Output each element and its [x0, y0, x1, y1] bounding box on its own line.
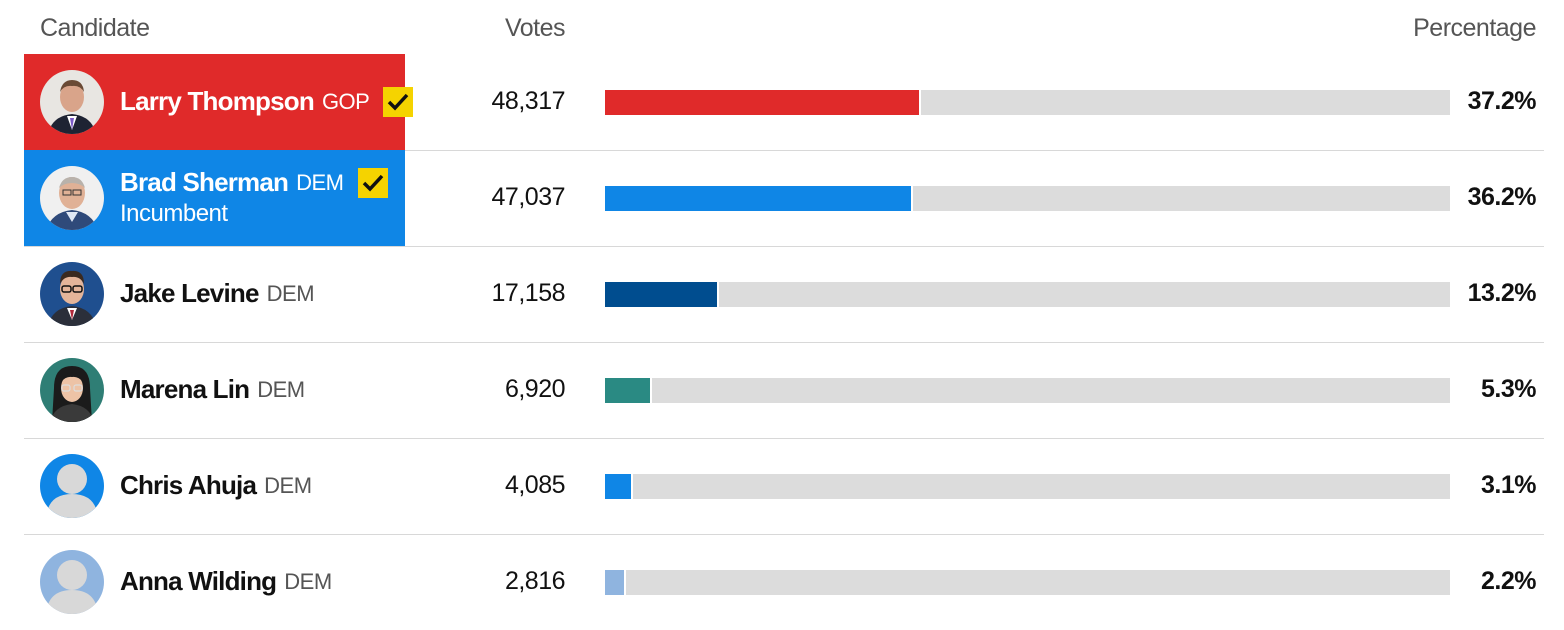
winner-check-icon [357, 167, 388, 198]
vote-share-bar [605, 474, 1450, 499]
placeholder-person-icon [40, 454, 104, 518]
candidate-photo-icon [40, 262, 104, 326]
vote-count: 6,920 [504, 375, 566, 403]
party-label: DEM [266, 280, 315, 306]
party-label: DEM [264, 472, 312, 498]
candidate-row: Brad Sherman DEM Incumbent 47,037 36.2% [24, 150, 1544, 247]
votes-column-header: Votes [504, 14, 566, 42]
candidate-name: Larry Thompson [120, 86, 315, 116]
vote-share-fill [605, 570, 626, 595]
vote-count: 4,085 [504, 471, 566, 499]
candidate-name: Jake Levine [120, 278, 259, 308]
incumbent-label: Incumbent [120, 200, 228, 227]
candidate-column-header: Candidate [40, 14, 150, 42]
candidate-name-cell: Marena Lin DEM [24, 342, 405, 438]
table-header: Candidate Votes Percentage [0, 0, 1564, 54]
candidate-row: Jake Levine DEM 17,158 13.2% [24, 246, 1544, 343]
candidate-name: Brad Sherman [120, 167, 289, 197]
candidate-photo-icon [40, 358, 104, 422]
vote-percentage: 3.1% [1481, 471, 1536, 499]
winner-check-icon [383, 86, 414, 117]
vote-share-bar [605, 90, 1450, 115]
candidate-photo-icon [40, 166, 104, 230]
vote-percentage: 13.2% [1467, 279, 1537, 307]
party-label: DEM [257, 376, 305, 402]
party-label: GOP [321, 88, 370, 114]
candidate-name: Marena Lin [120, 374, 250, 404]
vote-percentage: 2.2% [1481, 567, 1536, 595]
vote-share-fill [605, 378, 652, 403]
vote-count: 2,816 [504, 567, 566, 595]
candidate-row: Chris Ahuja DEM 4,085 3.1% [24, 438, 1544, 535]
vote-percentage: 5.3% [1481, 375, 1536, 403]
vote-share-bar [605, 186, 1450, 211]
placeholder-person-icon [40, 550, 104, 614]
candidate-name: Chris Ahuja [120, 470, 257, 500]
candidate-name-cell: Larry Thompson GOP [24, 54, 414, 150]
candidate-name: Anna Wilding [120, 566, 277, 596]
vote-count: 17,158 [491, 279, 566, 307]
candidate-row: Anna Wilding DEM 2,816 2.2% [24, 534, 1544, 630]
candidate-name-cell: Brad Sherman DEM Incumbent [24, 150, 405, 246]
vote-count: 47,037 [491, 183, 566, 211]
candidate-photo-icon [40, 70, 104, 134]
vote-share-bar [605, 570, 1450, 595]
candidate-name-cell: Jake Levine DEM [24, 246, 405, 342]
vote-share-bar [605, 282, 1450, 307]
vote-share-fill [605, 282, 719, 307]
candidate-row: Larry Thompson GOP 48,317 37.2% [24, 54, 1544, 151]
candidate-row: Marena Lin DEM 6,920 5.3% [24, 342, 1544, 439]
vote-count: 48,317 [491, 87, 566, 115]
vote-share-fill [605, 90, 922, 115]
candidate-name-cell: Chris Ahuja DEM [24, 438, 405, 534]
vote-percentage: 36.2% [1467, 183, 1537, 211]
vote-share-fill [605, 474, 634, 499]
vote-share-fill [605, 186, 913, 211]
vote-percentage: 37.2% [1467, 87, 1537, 115]
candidate-name-cell: Anna Wilding DEM [24, 534, 405, 630]
vote-share-bar [605, 378, 1450, 403]
party-label: DEM [284, 568, 332, 594]
percentage-column-header: Percentage [1413, 14, 1536, 42]
party-label: DEM [296, 169, 344, 195]
